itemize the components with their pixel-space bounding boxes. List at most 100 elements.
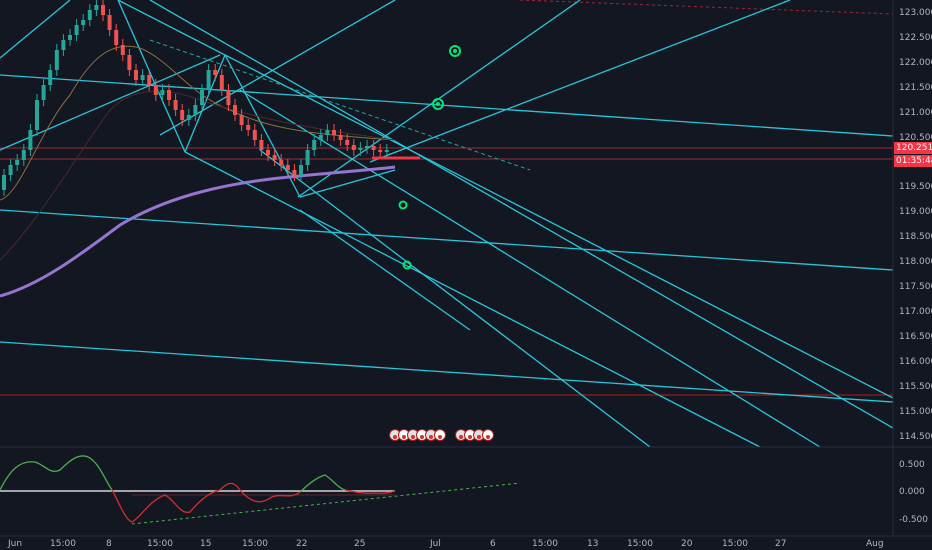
candle[interactable]: [160, 90, 165, 95]
channel-line[interactable]: [299, 209, 471, 331]
dashed-trend-line[interactable]: [149, 39, 531, 171]
candle[interactable]: [226, 90, 231, 105]
channel-line[interactable]: [0, 341, 894, 403]
event-markers[interactable]: [389, 429, 494, 441]
candle[interactable]: [384, 150, 389, 152]
channel-line[interactable]: [0, 0, 71, 59]
candle[interactable]: [101, 5, 105, 15]
channel-lines[interactable]: [0, 0, 894, 448]
candle[interactable]: [239, 115, 244, 125]
candle[interactable]: [54, 50, 59, 70]
candle[interactable]: [180, 110, 185, 120]
candle[interactable]: [200, 90, 204, 105]
channel-line[interactable]: [117, 0, 186, 153]
candle[interactable]: [292, 170, 297, 175]
signal-markers[interactable]: [398, 45, 461, 270]
candle[interactable]: [252, 130, 257, 140]
candle[interactable]: [345, 140, 350, 145]
candle[interactable]: [332, 130, 336, 135]
oscillator-axis[interactable]: 0.500 0.000 -0.500: [899, 460, 928, 525]
event-flag-dot: [429, 435, 433, 439]
channel-line[interactable]: [184, 151, 761, 448]
candle[interactable]: [81, 20, 86, 25]
candle[interactable]: [305, 150, 310, 165]
candle[interactable]: [153, 85, 158, 95]
channel-line[interactable]: [239, 89, 821, 448]
candle[interactable]: [279, 160, 284, 165]
candle[interactable]: [120, 45, 125, 55]
moving-average-line[interactable]: [0, 165, 396, 298]
candle[interactable]: [378, 150, 383, 152]
countdown-tag[interactable]: 01:35:48: [894, 155, 932, 167]
candle[interactable]: [41, 85, 46, 100]
candle[interactable]: [266, 150, 270, 155]
candle[interactable]: [299, 165, 303, 175]
channel-line[interactable]: [149, 0, 894, 429]
channel-line[interactable]: [369, 0, 791, 163]
channel-line[interactable]: [117, 0, 894, 399]
candle[interactable]: [127, 55, 132, 70]
candle[interactable]: [74, 25, 79, 35]
candle[interactable]: [193, 105, 198, 115]
signal-marker-icon[interactable]: [398, 200, 408, 210]
time-axis[interactable]: Jun 15:00 8 15:00 15 15:00 22 25 Jul 6 1…: [7, 539, 884, 549]
candle[interactable]: [371, 146, 376, 150]
signal-marker-icon[interactable]: [402, 260, 412, 270]
signal-marker-dot: [453, 49, 457, 53]
signal-marker-icon[interactable]: [432, 98, 444, 110]
channel-line[interactable]: [299, 169, 396, 198]
time-tick: 15:00: [627, 539, 653, 549]
oscillator-tick: 0.500: [899, 460, 925, 470]
candle[interactable]: [87, 10, 92, 20]
channel-line[interactable]: [0, 209, 894, 271]
channel-line[interactable]: [159, 0, 396, 136]
candle[interactable]: [2, 175, 6, 190]
candle[interactable]: [259, 140, 264, 150]
candle[interactable]: [206, 70, 211, 90]
candle[interactable]: [272, 155, 277, 160]
price-tick: 119.500: [899, 182, 932, 192]
channel-line[interactable]: [184, 54, 226, 153]
candle[interactable]: [107, 15, 112, 30]
candle[interactable]: [140, 75, 145, 80]
candle[interactable]: [48, 70, 53, 85]
candle[interactable]: [21, 150, 26, 160]
candle[interactable]: [338, 135, 343, 140]
event-flag-dot: [486, 435, 490, 439]
candles[interactable]: [2, 0, 389, 196]
candle[interactable]: [61, 40, 66, 50]
price-axis[interactable]: 123.000 122.500 122.000 121.500 121.000 …: [899, 8, 932, 442]
signal-marker-dot: [436, 102, 440, 106]
candle[interactable]: [219, 75, 224, 90]
channel-line[interactable]: [259, 149, 651, 448]
candle[interactable]: [35, 100, 39, 130]
candle[interactable]: [8, 165, 13, 175]
candle[interactable]: [173, 100, 178, 110]
candle[interactable]: [167, 90, 171, 100]
candle[interactable]: [94, 5, 99, 10]
oscillator-pane[interactable]: [0, 455, 521, 525]
time-tick: 25: [354, 539, 365, 549]
candle[interactable]: [246, 125, 251, 130]
candle[interactable]: [358, 148, 363, 150]
candle[interactable]: [351, 145, 356, 150]
candle[interactable]: [312, 140, 317, 150]
candle[interactable]: [147, 75, 152, 85]
candle[interactable]: [114, 30, 119, 45]
candle[interactable]: [68, 35, 72, 40]
candle[interactable]: [233, 105, 237, 115]
candle[interactable]: [28, 130, 33, 150]
candle[interactable]: [134, 70, 138, 80]
candle[interactable]: [186, 115, 191, 120]
main-pane[interactable]: [0, 0, 893, 447]
candle[interactable]: [15, 160, 20, 165]
candle[interactable]: [213, 70, 218, 75]
last-price-tag[interactable]: 120.251: [894, 142, 932, 154]
candle[interactable]: [318, 135, 323, 140]
candle[interactable]: [365, 146, 369, 148]
candle[interactable]: [325, 130, 330, 135]
oscillator-trend-line[interactable]: [131, 482, 521, 525]
signal-marker-icon[interactable]: [449, 45, 461, 57]
candle[interactable]: [285, 165, 290, 170]
